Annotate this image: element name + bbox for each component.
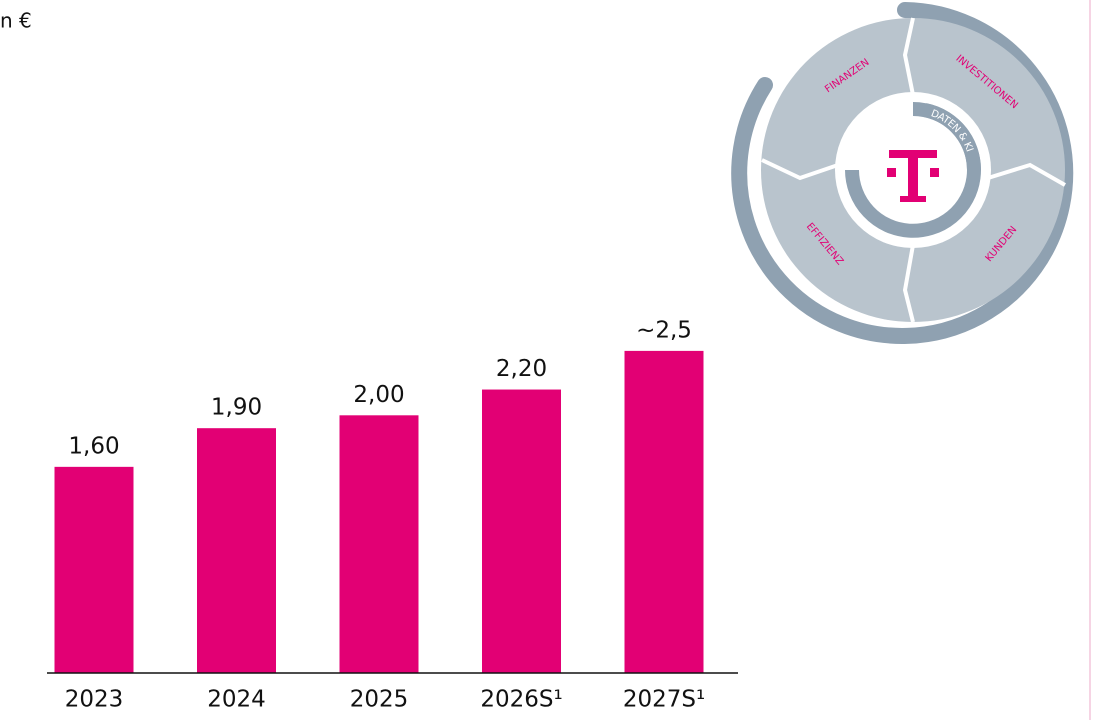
x-tick-label: 2025 xyxy=(350,687,409,713)
inner-ring-label-arc xyxy=(912,102,981,171)
bar xyxy=(54,466,134,673)
outer-ring xyxy=(731,2,1074,344)
diagram: GRÖßENVORTEILE NUTZEN DATEN & KI FINANZE… xyxy=(731,0,1074,344)
t-logo xyxy=(887,150,939,202)
value-label: 2,00 xyxy=(353,382,404,408)
bar xyxy=(339,415,419,673)
unit-label: n € xyxy=(0,9,32,33)
bar xyxy=(624,350,704,673)
bar xyxy=(482,389,561,673)
value-label: 2,20 xyxy=(496,356,547,382)
x-tick-label: 2026S¹ xyxy=(480,687,562,713)
dividers xyxy=(761,17,1066,323)
x-tick-label: 2023 xyxy=(65,687,124,713)
bar xyxy=(197,428,276,673)
value-label: 1,90 xyxy=(211,395,262,421)
x-tick-label: 2024 xyxy=(207,687,266,713)
x-tick-label: 2027S¹ xyxy=(623,687,705,713)
value-label: ~2,5 xyxy=(636,317,692,343)
value-label: 1,60 xyxy=(68,433,119,459)
